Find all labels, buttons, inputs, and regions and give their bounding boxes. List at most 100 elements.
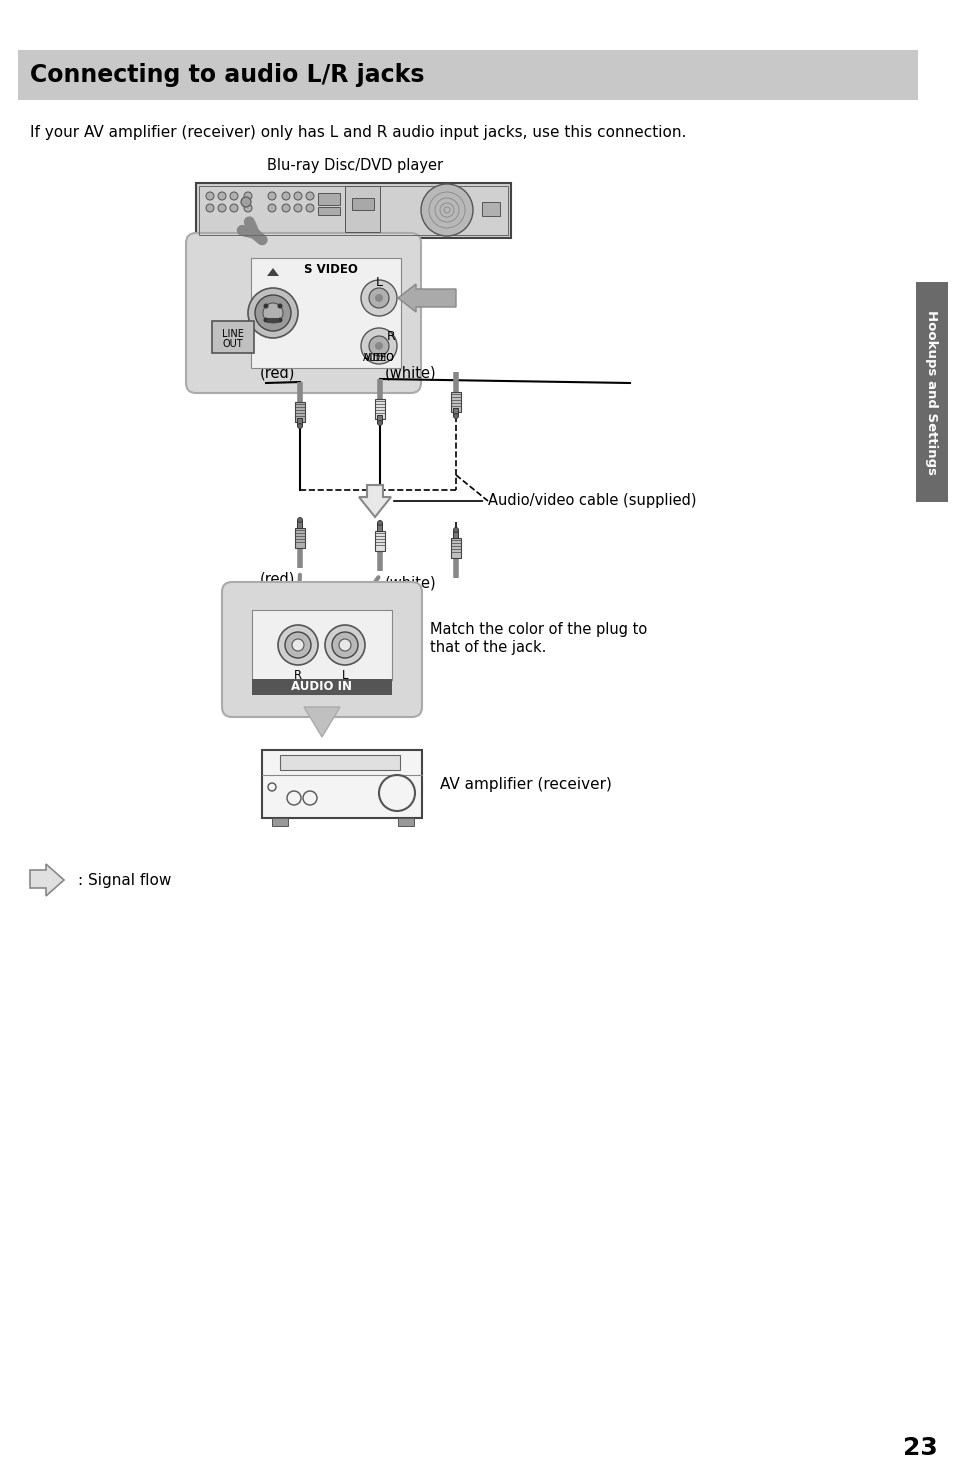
Bar	[252, 610, 392, 681]
Circle shape	[218, 191, 226, 200]
Bar	[345, 185, 379, 231]
Text: L: L	[341, 669, 348, 682]
Text: Connecting to audio L/R jacks: Connecting to audio L/R jacks	[30, 62, 424, 87]
Text: R: R	[294, 669, 302, 682]
Bar	[317, 208, 339, 215]
Bar	[377, 523, 382, 531]
Circle shape	[306, 205, 314, 212]
Text: 23: 23	[902, 1436, 937, 1459]
Bar	[272, 819, 288, 826]
Text: : Signal flow: : Signal flow	[78, 872, 172, 887]
Circle shape	[377, 421, 382, 426]
Circle shape	[254, 295, 291, 331]
Circle shape	[294, 205, 302, 212]
Bar	[317, 193, 339, 205]
Text: LINE: LINE	[222, 329, 244, 340]
FancyArrow shape	[358, 485, 391, 518]
Circle shape	[263, 317, 268, 322]
Text: (red): (red)	[259, 572, 294, 587]
Polygon shape	[304, 707, 339, 737]
Circle shape	[369, 337, 389, 356]
Circle shape	[244, 205, 252, 212]
Bar	[397, 819, 414, 826]
Bar	[280, 755, 399, 770]
Bar	[195, 182, 511, 237]
Text: L: L	[375, 276, 382, 289]
Circle shape	[375, 343, 382, 350]
Circle shape	[420, 184, 473, 236]
Circle shape	[453, 414, 458, 418]
Bar	[297, 521, 302, 528]
Bar	[377, 415, 382, 423]
FancyArrow shape	[397, 285, 456, 311]
Circle shape	[263, 303, 283, 323]
Bar	[481, 202, 499, 217]
Bar	[352, 199, 374, 211]
Text: (white): (white)	[385, 366, 436, 381]
Circle shape	[375, 294, 382, 303]
FancyBboxPatch shape	[186, 233, 420, 393]
Bar	[18, 50, 917, 99]
Polygon shape	[30, 865, 64, 896]
Bar	[375, 399, 385, 420]
Circle shape	[244, 191, 252, 200]
Text: OUT: OUT	[222, 340, 243, 349]
Bar	[251, 258, 400, 368]
FancyBboxPatch shape	[212, 320, 253, 353]
Circle shape	[277, 624, 317, 664]
Circle shape	[325, 624, 365, 664]
Text: If your AV amplifier (receiver) only has L and R audio input jacks, use this con: If your AV amplifier (receiver) only has…	[30, 125, 685, 139]
Circle shape	[306, 191, 314, 200]
Circle shape	[218, 205, 226, 212]
Bar	[453, 408, 458, 417]
Bar	[199, 185, 507, 234]
Circle shape	[268, 205, 275, 212]
Text: Match the color of the plug to: Match the color of the plug to	[430, 621, 646, 638]
Circle shape	[377, 521, 382, 525]
FancyBboxPatch shape	[262, 750, 421, 819]
Text: S VIDEO: S VIDEO	[304, 262, 357, 276]
Bar	[453, 529, 458, 538]
Circle shape	[241, 197, 251, 208]
Text: that of the jack.: that of the jack.	[430, 641, 546, 655]
Bar	[267, 317, 278, 323]
Circle shape	[360, 280, 396, 316]
Circle shape	[282, 205, 290, 212]
Circle shape	[248, 288, 297, 338]
Text: Hookups and Settings: Hookups and Settings	[924, 310, 938, 475]
Circle shape	[268, 191, 275, 200]
Circle shape	[230, 205, 237, 212]
Text: (white): (white)	[385, 575, 436, 590]
Circle shape	[282, 191, 290, 200]
Text: (red): (red)	[259, 366, 294, 381]
Text: R: R	[387, 331, 395, 343]
Circle shape	[453, 528, 458, 532]
Bar	[451, 392, 460, 412]
Text: AV amplifier (receiver): AV amplifier (receiver)	[439, 777, 611, 792]
Text: AUDIO: AUDIO	[363, 353, 395, 363]
Circle shape	[338, 639, 351, 651]
Bar	[294, 528, 305, 549]
FancyBboxPatch shape	[222, 581, 421, 716]
Circle shape	[369, 288, 389, 308]
Bar	[252, 679, 392, 696]
Circle shape	[294, 191, 302, 200]
Circle shape	[285, 632, 311, 658]
Bar	[294, 402, 305, 423]
Circle shape	[297, 518, 302, 522]
Bar	[375, 531, 385, 552]
Text: Blu-ray Disc/DVD player: Blu-ray Disc/DVD player	[267, 159, 442, 174]
Circle shape	[277, 317, 282, 322]
Circle shape	[277, 304, 282, 308]
Polygon shape	[267, 268, 278, 276]
Text: Audio/video cable (supplied): Audio/video cable (supplied)	[394, 494, 696, 509]
Bar	[451, 538, 460, 558]
Bar	[297, 418, 302, 426]
Circle shape	[230, 191, 237, 200]
Circle shape	[332, 632, 357, 658]
Circle shape	[206, 205, 213, 212]
Circle shape	[297, 424, 302, 429]
Text: VIDEO: VIDEO	[363, 353, 394, 363]
Circle shape	[263, 304, 268, 308]
Circle shape	[206, 191, 213, 200]
